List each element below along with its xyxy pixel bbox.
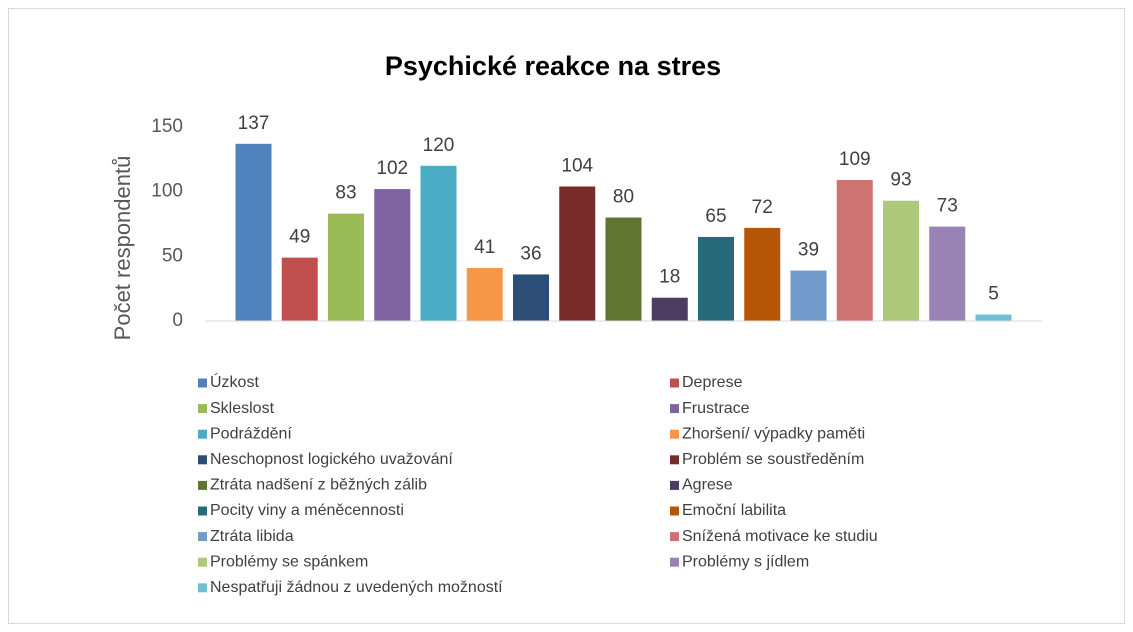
legend-swatch [198, 557, 207, 567]
legend-swatch [198, 480, 207, 490]
data-label: 109 [839, 149, 871, 170]
chart-title: Psychické reakce na stres [385, 51, 721, 81]
y-tick-label: 0 [172, 310, 183, 331]
legend-label: Problémy se spánkem [210, 553, 368, 570]
y-tick-label: 100 [151, 181, 183, 202]
data-label: 18 [659, 267, 680, 288]
legend-label: Agrese [682, 477, 733, 494]
legend-swatch [670, 455, 679, 465]
data-label: 36 [520, 243, 541, 264]
bar [698, 236, 734, 321]
data-label: 80 [613, 187, 634, 208]
bar [420, 165, 457, 321]
legend-label: Zhoršení/ výpadky paměti [682, 425, 865, 442]
legend-swatch [198, 583, 207, 593]
bar [975, 314, 1012, 321]
data-label: 93 [890, 170, 911, 191]
legend-swatch [198, 378, 207, 388]
y-tick-label: 150 [151, 116, 183, 137]
legend-swatch [670, 429, 679, 439]
legend-label: Úzkost [210, 372, 259, 391]
legend-label: Podráždění [210, 425, 292, 442]
y-tick-label: 50 [162, 245, 183, 266]
legend-swatch [198, 506, 207, 516]
legend-label: Snížená motivace ke studiu [682, 528, 878, 545]
bar [281, 257, 318, 321]
legend-swatch [198, 404, 207, 414]
bar [559, 186, 596, 321]
data-label: 102 [376, 158, 408, 179]
legend-label: Frustrace [682, 400, 750, 417]
bar [929, 226, 966, 321]
legend-swatch [670, 378, 679, 388]
legend-label: Nespatřuji žádnou z uvedených možností [210, 579, 503, 596]
legend-swatch [670, 506, 679, 516]
data-label: 104 [561, 156, 593, 177]
bar [328, 213, 364, 321]
data-label: 72 [752, 197, 773, 218]
legend-swatch [198, 429, 207, 439]
data-label: 49 [289, 227, 310, 248]
bar [790, 270, 827, 321]
legend-label: Ztráta libida [210, 528, 294, 545]
legend-swatch [198, 455, 207, 465]
y-axis-label: Počet respondentů [110, 156, 135, 341]
data-label: 39 [798, 240, 819, 261]
legend-label: Problém se soustředěním [682, 451, 864, 468]
bar [651, 297, 688, 321]
bar [374, 189, 411, 321]
legend-swatch [670, 557, 679, 567]
data-label: 137 [238, 113, 270, 134]
bar [744, 227, 781, 321]
bar [466, 267, 503, 321]
data-label: 83 [335, 183, 356, 204]
bar [605, 217, 642, 321]
data-label: 73 [937, 196, 958, 217]
legend-label: Neschopnost logického uvažování [210, 451, 453, 468]
bar [513, 274, 549, 321]
legend-swatch [670, 532, 679, 542]
data-label: 120 [423, 135, 455, 156]
bar [836, 180, 873, 321]
legend-label: Skleslost [210, 400, 275, 417]
bar [235, 143, 272, 321]
legend-label: Ztráta nadšení z běžných zálib [210, 477, 427, 494]
data-label: 5 [988, 284, 999, 305]
legend-swatch [198, 532, 207, 542]
legend-swatch [670, 404, 679, 414]
legend-label: Emoční labilita [682, 502, 786, 519]
data-label: 41 [474, 237, 495, 258]
legend-swatch [670, 480, 679, 490]
legend-label: Deprese [682, 374, 743, 391]
data-label: 65 [705, 206, 726, 227]
legend-label: Pocity viny a méněcennosti [210, 502, 404, 519]
legend-label: Problémy s jídlem [682, 553, 809, 570]
bar [883, 200, 919, 321]
